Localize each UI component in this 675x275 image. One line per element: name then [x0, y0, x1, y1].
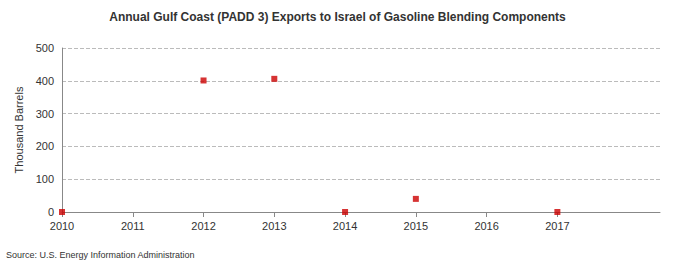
svg-text:Source: U.S. Energy Informatio: Source: U.S. Energy Information Administ…	[6, 250, 195, 260]
svg-text:2015: 2015	[404, 220, 428, 232]
svg-text:2016: 2016	[474, 220, 498, 232]
svg-text:300: 300	[36, 108, 54, 120]
svg-text:200: 200	[36, 140, 54, 152]
svg-text:2014: 2014	[333, 220, 357, 232]
svg-text:0: 0	[48, 206, 54, 218]
svg-text:2013: 2013	[262, 220, 286, 232]
svg-text:400: 400	[36, 75, 54, 87]
svg-text:500: 500	[36, 42, 54, 54]
svg-text:2012: 2012	[191, 220, 215, 232]
svg-text:Annual Gulf Coast (PADD 3) Exp: Annual Gulf Coast (PADD 3) Exports to Is…	[109, 10, 566, 24]
svg-text:2011: 2011	[121, 220, 145, 232]
svg-text:2010: 2010	[50, 220, 74, 232]
svg-text:2017: 2017	[545, 220, 569, 232]
svg-text:Thousand Barrels: Thousand Barrels	[13, 86, 25, 173]
svg-text:100: 100	[36, 173, 54, 185]
